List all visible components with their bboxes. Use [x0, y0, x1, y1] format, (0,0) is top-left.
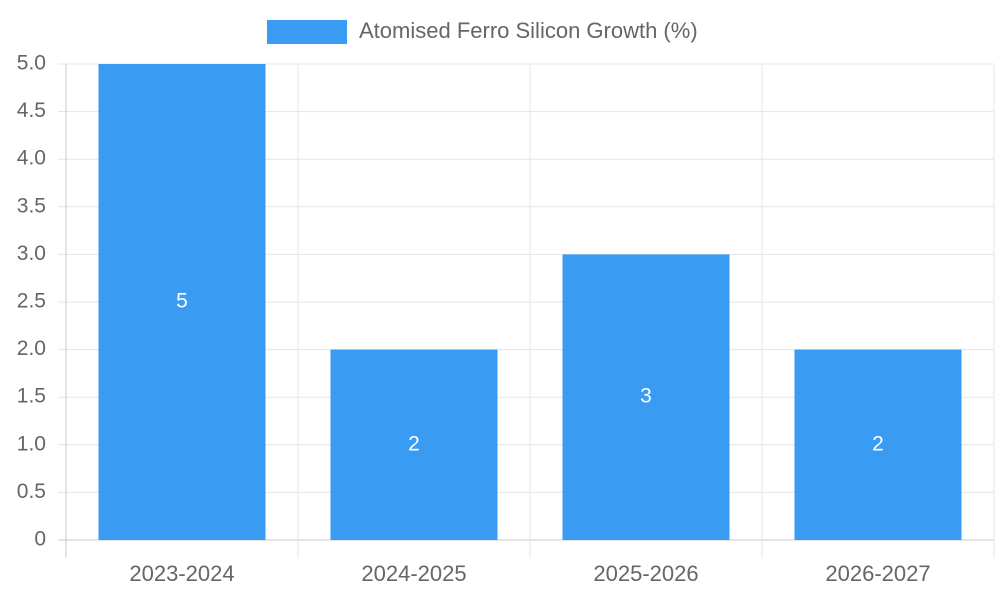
legend[interactable]: Atomised Ferro Silicon Growth (%) [267, 18, 698, 44]
axes: 0 0.5 1.0 1.5 2.0 2.5 3.0 3.5 4.0 4.5 5.0 2023-2024… [17, 52, 931, 586]
x-tick-label: 2026-2027 [825, 561, 930, 586]
y-tick-label: 2.5 [17, 290, 46, 313]
bars: 5 2 3 2 [98, 64, 962, 540]
y-tick-label: 3.0 [17, 242, 46, 265]
bar[interactable] [562, 254, 730, 540]
y-tick-label: 3.5 [17, 194, 46, 217]
x-tick-label: 2023-2024 [129, 561, 234, 586]
legend-swatch[interactable] [267, 20, 347, 44]
y-tick-label: 1.0 [17, 432, 46, 455]
legend-label[interactable]: Atomised Ferro Silicon Growth (%) [359, 18, 698, 43]
y-tick-label: 5.0 [17, 52, 46, 75]
y-tick-label: 4.0 [17, 147, 46, 170]
bar-data-label: 2 [408, 432, 420, 455]
y-tick-label: 4.5 [17, 99, 46, 122]
y-tick-label: 0.5 [17, 480, 46, 503]
x-tick-label: 2024-2025 [361, 561, 466, 586]
x-tick-label: 2025-2026 [593, 561, 698, 586]
bar[interactable] [98, 64, 266, 540]
bar[interactable] [330, 349, 498, 540]
bar-data-label: 2 [872, 432, 884, 455]
y-tick-label: 2.0 [17, 337, 46, 360]
bar-data-label: 3 [640, 385, 652, 408]
bar-data-label: 5 [176, 290, 188, 313]
bar[interactable] [794, 349, 962, 540]
y-tick-label: 0 [34, 528, 46, 551]
y-tick-label: 1.5 [17, 385, 46, 408]
